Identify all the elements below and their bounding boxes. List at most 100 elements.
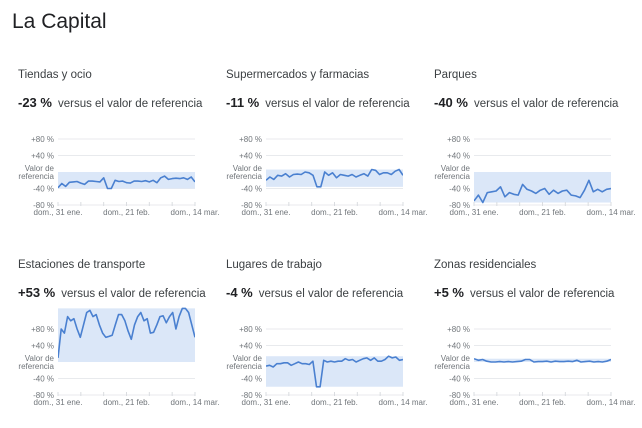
y-axis-label: -80 % xyxy=(33,391,54,400)
percent-value: +5 % xyxy=(434,285,464,300)
y-axis-label: -40 % xyxy=(241,375,262,384)
x-axis-label: dom., 14 mar. xyxy=(379,398,428,407)
x-axis-label: dom., 14 mar. xyxy=(587,208,636,217)
percent-value: +53 % xyxy=(18,285,56,300)
data-line xyxy=(266,168,403,188)
percent-value: -40 % xyxy=(434,95,468,110)
reference-band xyxy=(266,169,403,187)
mobility-card-tiendas-y-ocio: Tiendas y ocio -23 % versus el valor de re… xyxy=(12,58,222,238)
y-axis-label: referencia xyxy=(226,362,262,371)
versus-label: versus el valor de referencia xyxy=(258,288,404,300)
y-axis-label: referencia xyxy=(434,172,470,181)
mobility-card-lugares-de-trabajo: Lugares de trabajo -4 % versus el valor de… xyxy=(220,248,430,428)
reference-band xyxy=(474,172,611,203)
versus-label: versus el valor de referencia xyxy=(473,98,619,110)
x-axis-label: dom., 14 mar. xyxy=(379,208,428,217)
category-title: Zonas residenciales xyxy=(434,259,537,271)
y-axis-label: Valor de xyxy=(233,354,263,363)
percent-change: -23 % versus el valor de referencia xyxy=(18,95,202,110)
x-axis-label: dom., 21 feb. xyxy=(311,398,358,407)
mobility-card-parques: Parques -40 % versus el valor de referenci… xyxy=(428,58,638,238)
reference-band xyxy=(58,308,195,362)
y-axis-label: +40 % xyxy=(447,152,470,161)
x-axis-label: dom., 21 feb. xyxy=(311,208,358,217)
y-axis-label: -40 % xyxy=(449,375,470,384)
x-axis-label: dom., 31 ene. xyxy=(34,398,83,407)
y-axis-label: +40 % xyxy=(31,152,54,161)
x-axis-label: dom., 31 ene. xyxy=(34,208,83,217)
y-axis-label: +80 % xyxy=(447,135,470,144)
y-axis-label: -80 % xyxy=(449,391,470,400)
y-axis-label: -40 % xyxy=(33,185,54,194)
x-axis-label: dom., 31 ene. xyxy=(450,208,499,217)
x-axis-label: dom., 21 feb. xyxy=(103,208,150,217)
y-axis-label: -80 % xyxy=(449,201,470,210)
x-axis-label: dom., 14 mar. xyxy=(587,398,636,407)
y-axis-label: +80 % xyxy=(239,325,262,334)
y-axis-label: +80 % xyxy=(31,325,54,334)
percent-change: -4 % versus el valor de referencia xyxy=(226,285,403,300)
percent-value: -23 % xyxy=(18,95,52,110)
category-title: Estaciones de transporte xyxy=(18,259,146,271)
x-axis-label: dom., 14 mar. xyxy=(171,208,220,217)
y-axis-label: +40 % xyxy=(31,342,54,351)
versus-label: versus el valor de referencia xyxy=(57,98,203,110)
x-axis-label: dom., 21 feb. xyxy=(103,398,150,407)
mobility-card-zonas-residenciales: Zonas residenciales +5 % versus el valor d… xyxy=(428,248,638,428)
category-title: Tiendas y ocio xyxy=(18,69,92,81)
x-axis-label: dom., 21 feb. xyxy=(519,398,566,407)
y-axis-label: referencia xyxy=(18,172,54,181)
y-axis-label: -80 % xyxy=(241,391,262,400)
page-title: La Capital xyxy=(12,10,107,33)
percent-change: +53 % versus el valor de referencia xyxy=(18,285,206,300)
versus-label: versus el valor de referencia xyxy=(61,288,206,300)
y-axis-label: Valor de xyxy=(233,164,263,173)
mobility-card-estaciones-de-transporte: Estaciones de transporte +53 % versus el v… xyxy=(12,248,222,428)
data-line xyxy=(58,307,195,358)
data-line xyxy=(266,355,403,388)
x-axis-label: dom., 31 ene. xyxy=(242,398,291,407)
data-line xyxy=(474,357,611,363)
percent-change: +5 % versus el valor de referencia xyxy=(434,285,614,300)
y-axis-label: +40 % xyxy=(239,342,262,351)
y-axis-label: -80 % xyxy=(33,201,54,210)
data-line xyxy=(474,179,611,204)
reference-band xyxy=(58,172,195,189)
y-axis-label: Valor de xyxy=(441,164,471,173)
y-axis-label: referencia xyxy=(226,172,262,181)
category-title: Supermercados y farmacias xyxy=(226,69,370,81)
y-axis-label: +80 % xyxy=(447,325,470,334)
x-axis-label: dom., 31 ene. xyxy=(450,398,499,407)
y-axis-label: Valor de xyxy=(25,354,55,363)
category-title: Parques xyxy=(434,69,477,81)
y-axis-label: +40 % xyxy=(239,152,262,161)
versus-label: versus el valor de referencia xyxy=(265,98,410,110)
percent-change: -40 % versus el valor de referencia xyxy=(434,95,618,110)
reference-band xyxy=(474,358,611,362)
versus-label: versus el valor de referencia xyxy=(470,288,615,300)
y-axis-label: +80 % xyxy=(31,135,54,144)
y-axis-label: +40 % xyxy=(447,342,470,351)
y-axis-label: referencia xyxy=(434,362,470,371)
x-axis-label: dom., 31 ene. xyxy=(242,208,291,217)
y-axis-label: Valor de xyxy=(441,354,471,363)
y-axis-label: -80 % xyxy=(241,201,262,210)
category-title: Lugares de trabajo xyxy=(226,259,322,271)
y-axis-label: -40 % xyxy=(449,185,470,194)
percent-value: -11 % xyxy=(226,95,260,110)
mobility-card-supermercados-y-farmacias: Supermercados y farmacias -11 % versus el … xyxy=(220,58,430,238)
data-line xyxy=(58,175,195,190)
y-axis-label: referencia xyxy=(18,362,54,371)
percent-change: -11 % versus el valor de referencia xyxy=(226,95,410,110)
percent-value: -4 % xyxy=(226,285,253,300)
y-axis-label: Valor de xyxy=(25,164,55,173)
x-axis-label: dom., 14 mar. xyxy=(171,398,220,407)
x-axis-label: dom., 21 feb. xyxy=(519,208,566,217)
y-axis-label: -40 % xyxy=(241,185,262,194)
